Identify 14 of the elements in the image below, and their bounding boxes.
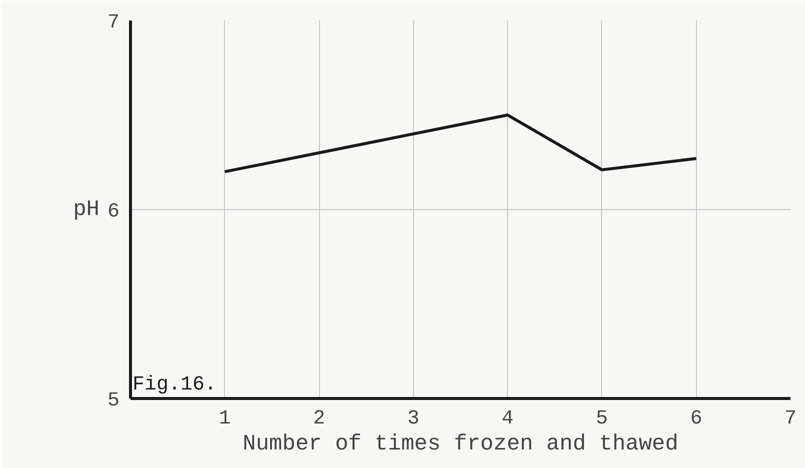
- x-tick-label: 4: [502, 408, 514, 430]
- line-series: [223, 114, 698, 174]
- x-tick-label: 3: [407, 408, 420, 430]
- x-tick-label: 5: [596, 408, 608, 430]
- x-tick-label: 6: [690, 408, 702, 430]
- y-tick-label: 6: [108, 200, 120, 224]
- y-axis-title: pH: [73, 197, 100, 222]
- x-tick-label: 2: [313, 408, 326, 430]
- y-tick-label: 5: [108, 390, 120, 412]
- x-axis-title: Number of times frozen and thawed: [242, 432, 678, 456]
- x-tick-label: 1: [218, 408, 231, 430]
- annotation: Fig.16.: [132, 374, 217, 396]
- x-tick-label: 7: [784, 408, 797, 430]
- y-tick-label: 7: [108, 12, 120, 34]
